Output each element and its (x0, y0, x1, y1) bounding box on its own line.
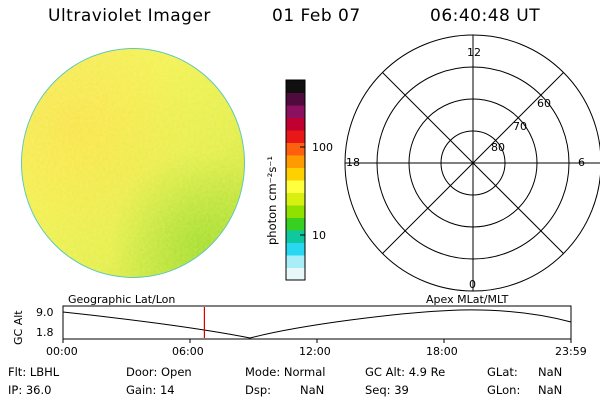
glat-info: GLat: (487, 365, 518, 379)
dsp-info: Dsp: (245, 383, 272, 397)
colorbar-segment (286, 242, 305, 256)
apex-label: Apex MLat/MLT (426, 293, 509, 306)
colorbar-segment (286, 180, 305, 193)
gc-alt-axis-label: GC Alt (12, 310, 25, 345)
colorbar-segment (286, 105, 305, 118)
colorbar-segment (286, 92, 305, 106)
ytick-top: 9.0 (36, 306, 54, 319)
ytick-bottom: 1.8 (36, 326, 54, 339)
colorbar-tick-100: 100 (312, 141, 333, 154)
seq-info: Seq: 39 (365, 383, 409, 397)
date-label: 01 Feb 07 (272, 6, 361, 26)
glat-value: NaN (538, 365, 563, 379)
xtick-label: 00:00 (46, 345, 78, 358)
polar-plot (344, 34, 600, 292)
colorbar-segment (286, 142, 305, 156)
altitude-curve (62, 309, 572, 339)
gc-alt-info: GC Alt: 4.9 Re (365, 365, 446, 379)
mode-info: Mode: Normal (245, 365, 326, 379)
colorbar-segment (286, 230, 305, 243)
mlt-label-0: 0 (469, 278, 476, 291)
mlt-label-18: 18 (346, 156, 360, 169)
glon-info: GLon: (487, 383, 521, 397)
glon-value: NaN (538, 383, 563, 397)
time-label: 06:40:48 UT (430, 6, 541, 26)
filter-info: Flt: LBHL (8, 365, 60, 379)
ip-info: IP: 36.0 (8, 383, 52, 397)
altitude-plot (62, 305, 572, 343)
mlt-label-12: 12 (467, 46, 481, 59)
door-info: Door: Open (126, 365, 192, 379)
colorbar-segment (286, 267, 305, 281)
colorbar-tick-10: 10 (312, 229, 326, 242)
colorbar-segment (286, 167, 305, 181)
colorbar-segment (286, 80, 305, 93)
xtick-label: 12:00 (299, 345, 331, 358)
uv-earth-disc (21, 48, 245, 278)
mlt-label-6: 6 (578, 156, 585, 169)
colorbar-segment (286, 255, 305, 268)
lat-label-70: 70 (513, 120, 527, 133)
xtick-label: 06:00 (172, 345, 204, 358)
xtick-label: 18:00 (426, 345, 458, 358)
lat-label-80: 80 (491, 141, 505, 154)
colorbar-label: photon cm⁻²s⁻¹ (265, 156, 279, 245)
xtick-label: 23:59 (555, 345, 587, 358)
colorbar-segment (286, 155, 305, 168)
window-title: Ultraviolet Imager (48, 6, 211, 26)
colorbar-segment (286, 205, 305, 218)
colorbar-segment (286, 217, 305, 231)
colorbar-segment (286, 192, 305, 206)
lat-label-60: 60 (537, 97, 551, 110)
dsp-value: NaN (300, 383, 325, 397)
geographic-label: Geographic Lat/Lon (68, 293, 176, 306)
colorbar (285, 79, 306, 281)
gain-info: Gain: 14 (126, 383, 175, 397)
colorbar-segment (286, 130, 305, 143)
colorbar-segment (286, 117, 305, 131)
